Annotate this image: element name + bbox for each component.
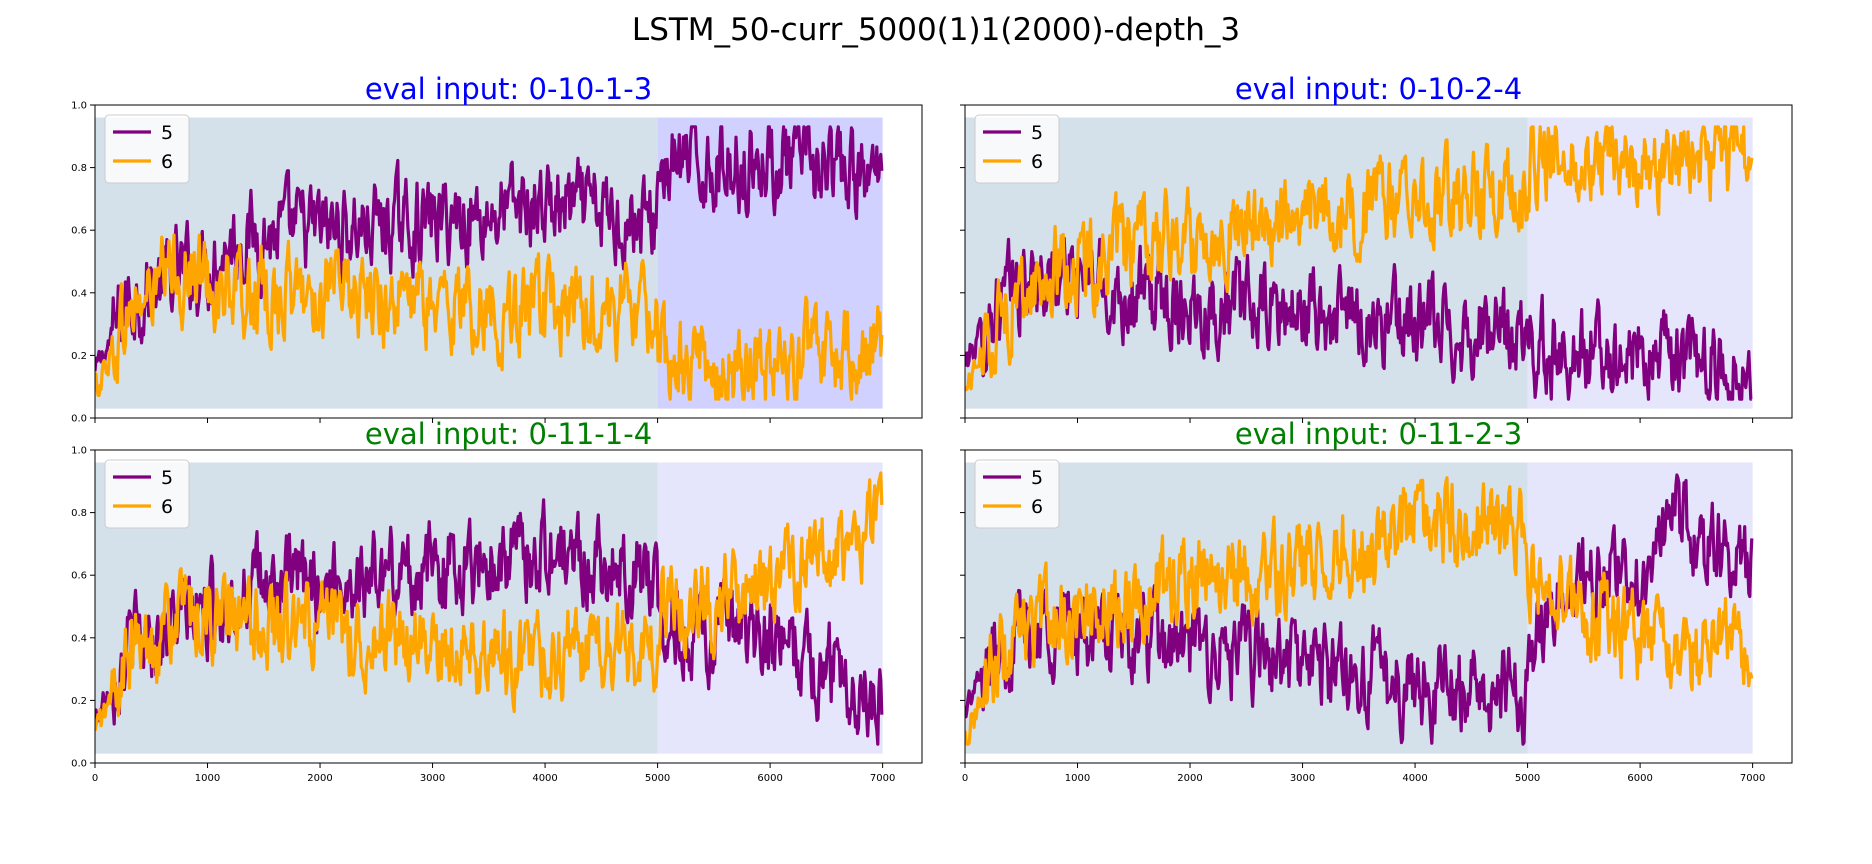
legend-label-6: 6 xyxy=(161,151,173,173)
axes-frame xyxy=(94,104,923,419)
legend: 56 xyxy=(974,114,1060,184)
x-tick-label: 4000 xyxy=(1402,773,1427,784)
legend-label-5: 5 xyxy=(1031,122,1043,144)
legend-label-6: 6 xyxy=(1031,151,1043,173)
x-tick-label: 5000 xyxy=(1515,773,1540,784)
axes-frame xyxy=(964,449,1793,764)
legend: 56 xyxy=(974,459,1060,529)
x-tick-label: 2000 xyxy=(1177,773,1202,784)
y-tick-label: 1.0 xyxy=(71,101,87,112)
legend-box xyxy=(974,114,1060,184)
subplot-title: eval input: 0-11-1-4 xyxy=(365,417,652,451)
x-tick-label: 2000 xyxy=(307,773,332,784)
subplot-title: eval input: 0-10-2-4 xyxy=(1235,72,1522,106)
x-tick-label: 5000 xyxy=(645,773,670,784)
subplot-3: 0 1000 2000 3000 4000 5000 6000 7000 0.0 0.2 0.4 0.… xyxy=(71,417,923,784)
series-line-5 xyxy=(95,125,884,372)
subplot-title: eval input: 0-11-2-3 xyxy=(1235,417,1522,451)
subplot-grid: 0.00.20.40.60.81.0 eval input: 0-10-1-356… xyxy=(71,72,1793,784)
y-tick-label: 0.6 xyxy=(71,226,87,237)
figure-title: LSTM_50-curr_5000(1)1(2000)-depth_3 xyxy=(632,12,1240,48)
legend: 56 xyxy=(104,114,190,184)
x-tick-label: 6000 xyxy=(757,773,782,784)
legend: 56 xyxy=(104,459,190,529)
x-tick-label: 7000 xyxy=(870,773,895,784)
y-tick-label: 0.4 xyxy=(71,633,87,644)
x-tick-label: 3000 xyxy=(420,773,445,784)
y-tick-label: 0.0 xyxy=(71,414,87,425)
series-line-6 xyxy=(95,471,884,732)
axes-frame xyxy=(94,449,923,764)
series-line-6 xyxy=(965,476,1754,746)
x-tick-label: 7000 xyxy=(1740,773,1765,784)
y-tick-label: 0.4 xyxy=(71,288,87,299)
x-tick-label: 1000 xyxy=(1065,773,1090,784)
x-tick-label: 0 xyxy=(962,773,968,784)
y-tick-label: 0.2 xyxy=(71,351,87,362)
series-line-6 xyxy=(965,125,1754,392)
legend-label-5: 5 xyxy=(161,122,173,144)
legend-box xyxy=(104,114,190,184)
x-tick-label: 6000 xyxy=(1627,773,1652,784)
subplot-title: eval input: 0-10-1-3 xyxy=(365,72,652,106)
series-line-6 xyxy=(95,233,884,401)
y-tick-label: 0.6 xyxy=(71,571,87,582)
x-tick-label: 3000 xyxy=(1290,773,1315,784)
subplot-2: eval input: 0-10-2-456 xyxy=(960,72,1793,423)
y-tick-label: 0.2 xyxy=(71,696,87,707)
legend-label-6: 6 xyxy=(161,496,173,518)
y-tick-label: 1.0 xyxy=(71,446,87,457)
x-tick-label: 1000 xyxy=(195,773,220,784)
x-tick-label: 4000 xyxy=(532,773,557,784)
y-tick-label: 0.8 xyxy=(71,163,87,174)
legend-box xyxy=(974,459,1060,529)
legend-box xyxy=(104,459,190,529)
subplot-4: 0 1000 2000 3000 4000 5000 6000 7000 eval input:… xyxy=(960,417,1793,784)
legend-label-5: 5 xyxy=(161,467,173,489)
legend-label-6: 6 xyxy=(1031,496,1043,518)
series-line-5 xyxy=(965,473,1754,746)
axes-frame xyxy=(964,104,1793,419)
y-tick-label: 0.8 xyxy=(71,508,87,519)
x-tick-label: 0 xyxy=(92,773,98,784)
y-tick-label: 0.0 xyxy=(71,759,87,770)
subplot-1: 0.00.20.40.60.81.0 eval input: 0-10-1-356 xyxy=(71,72,923,425)
legend-label-5: 5 xyxy=(1031,467,1043,489)
